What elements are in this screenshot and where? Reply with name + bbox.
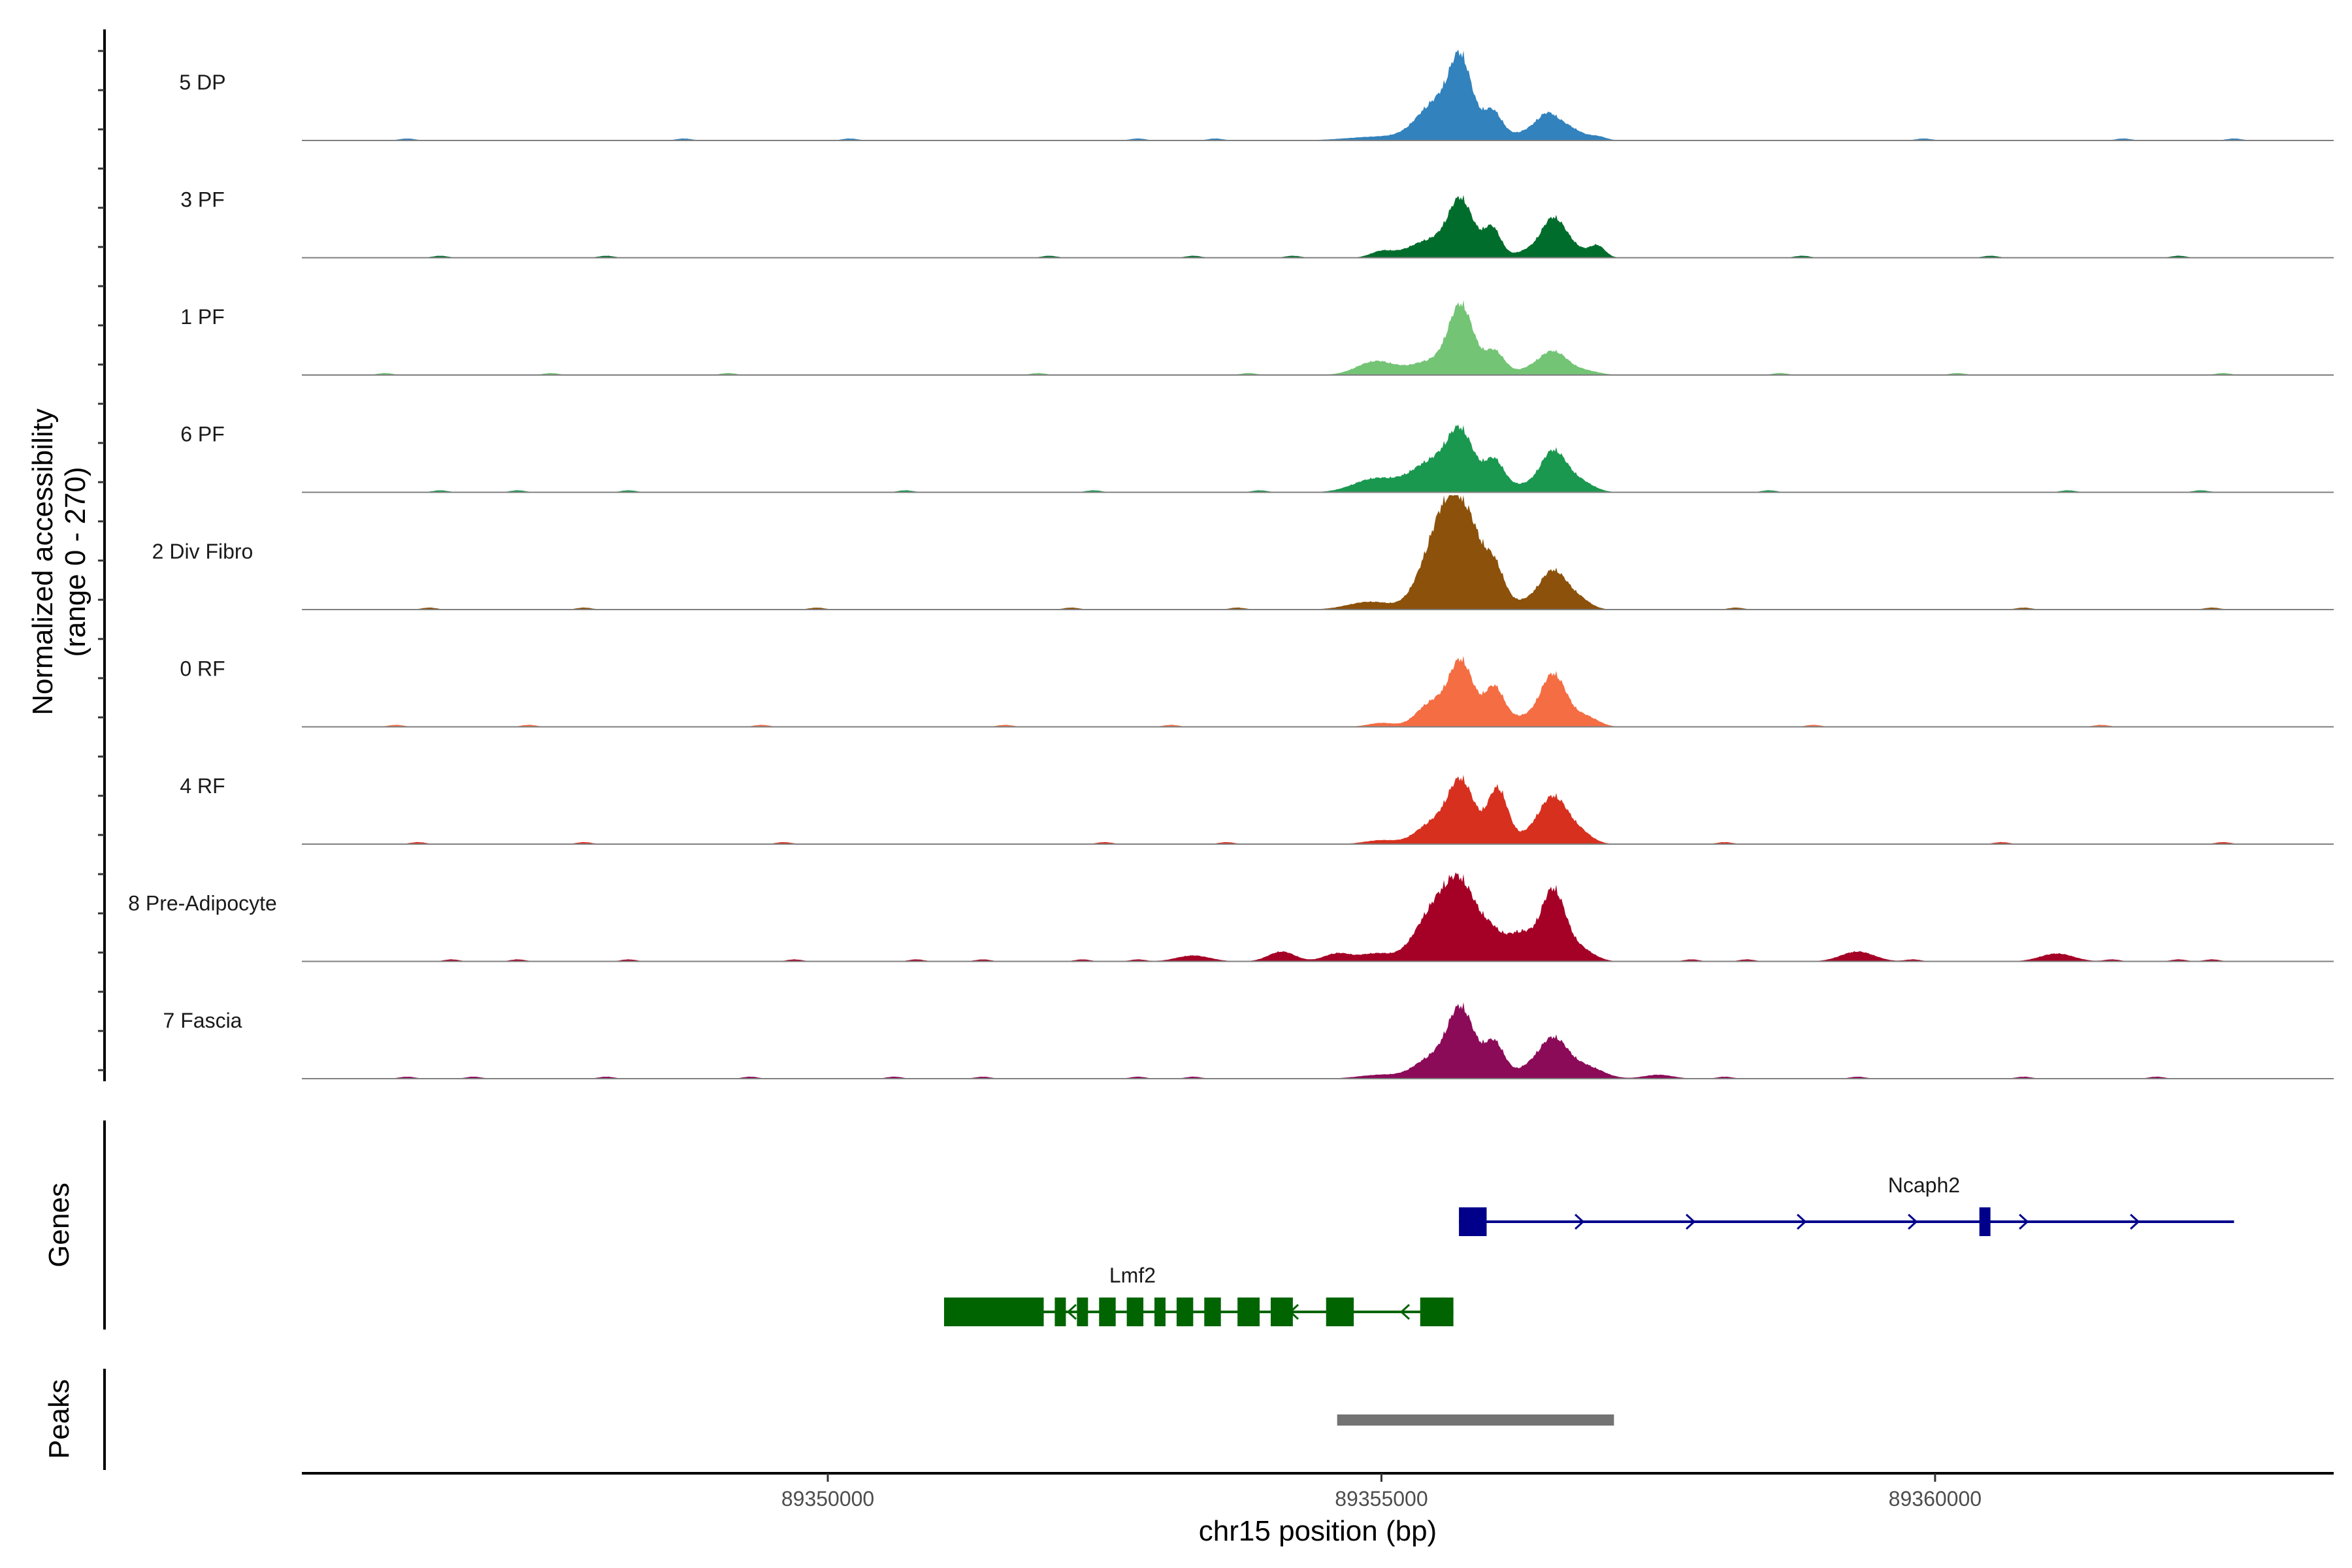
coverage-area-5-dp [302, 49, 2334, 140]
peaks-track [1337, 1414, 1614, 1426]
peak-region [1337, 1414, 1614, 1426]
coverage-area-7-fascia [302, 1002, 2334, 1079]
track-label: 0 RF [180, 657, 225, 681]
x-tick-label: 89360000 [1889, 1487, 1982, 1511]
strand-arrow [1686, 1213, 1696, 1230]
gene-label: Lmf2 [1109, 1264, 1156, 1287]
track-6-pf: 6 PF [180, 423, 2334, 493]
gene-exon [1054, 1298, 1066, 1326]
track-2-div-fibro: 2 Div Fibro [152, 495, 2334, 610]
track-3-pf: 3 PF [180, 188, 2334, 259]
peaks-panel-label: Peaks [43, 1379, 75, 1459]
genes-track: Ncaph2 Lmf2 [943, 1173, 2234, 1326]
coverage-area-3-pf [302, 195, 2334, 258]
gene-exon [1204, 1298, 1221, 1326]
strand-arrow [2019, 1213, 2029, 1230]
gene-exon [1154, 1298, 1166, 1326]
gene-exon [1420, 1298, 1454, 1326]
coverage-area-0-rf [302, 655, 2334, 727]
coverage-area-6-pf [302, 424, 2334, 493]
track-0-rf: 0 RF [180, 655, 2334, 728]
genes-panel-label: Genes [43, 1183, 75, 1267]
gene-exon [1099, 1298, 1116, 1326]
track-label: 6 PF [180, 423, 225, 446]
coverage-y-ticks [98, 50, 105, 1071]
track-label: 8 Pre-Adipocyte [128, 892, 277, 915]
y-axis-title-range: (range 0 - 270) [59, 466, 91, 657]
gene-exon [1326, 1298, 1354, 1326]
strand-arrow [1797, 1213, 1807, 1230]
x-tick-label: 89350000 [781, 1487, 874, 1511]
track-8-pre-adipocyte: 8 Pre-Adipocyte [128, 872, 2334, 962]
coverage-area-1-pf [302, 300, 2334, 375]
gene-ncaph2: Ncaph2 [1459, 1173, 2234, 1236]
coverage-tracks: 5 DP 3 PF 1 PF 6 PF 2 Div Fibro 0 RF 4 RF 8 Pre… [128, 49, 2334, 1079]
strand-arrow [1908, 1213, 1918, 1230]
track-7-fascia: 7 Fascia [163, 1002, 2334, 1079]
gene-exon [1176, 1298, 1194, 1326]
track-label: 2 Div Fibro [152, 540, 253, 563]
gene-exon [1979, 1207, 1991, 1236]
gene-exon [1237, 1298, 1260, 1326]
gene-exon [943, 1298, 1044, 1326]
track-label: 4 RF [180, 774, 225, 798]
gene-exon [1077, 1298, 1088, 1326]
track-1-pf: 1 PF [180, 300, 2334, 376]
coverage-area-8-pre-adipocyte [302, 872, 2334, 962]
track-label: 7 Fascia [163, 1009, 242, 1032]
track-label: 1 PF [180, 305, 225, 329]
x-axis-ticks: 89350000 89355000 89360000 [781, 1473, 1982, 1511]
strand-arrow [1575, 1213, 1585, 1230]
gene-label: Ncaph2 [1888, 1173, 1960, 1197]
y-axis-title: Normalized accessibility [27, 408, 59, 715]
strand-arrow [1399, 1303, 1411, 1320]
track-label: 5 DP [179, 71, 225, 94]
coverage-area-4-rf [302, 774, 2334, 844]
track-5-dp: 5 DP [179, 49, 2334, 141]
track-label: 3 PF [180, 188, 225, 212]
strand-arrow [2130, 1213, 2140, 1230]
x-tick-label: 89355000 [1335, 1487, 1428, 1511]
strand-arrow [1066, 1303, 1077, 1320]
coverage-area-2-div-fibro [302, 495, 2334, 610]
gene-exon [1126, 1298, 1144, 1326]
gene-lmf2: Lmf2 [943, 1264, 1454, 1326]
x-axis-title: chr15 position (bp) [1199, 1515, 1437, 1547]
gene-exon [1270, 1298, 1293, 1326]
track-4-rf: 4 RF [180, 774, 2334, 845]
gene-exon [1459, 1207, 1487, 1236]
